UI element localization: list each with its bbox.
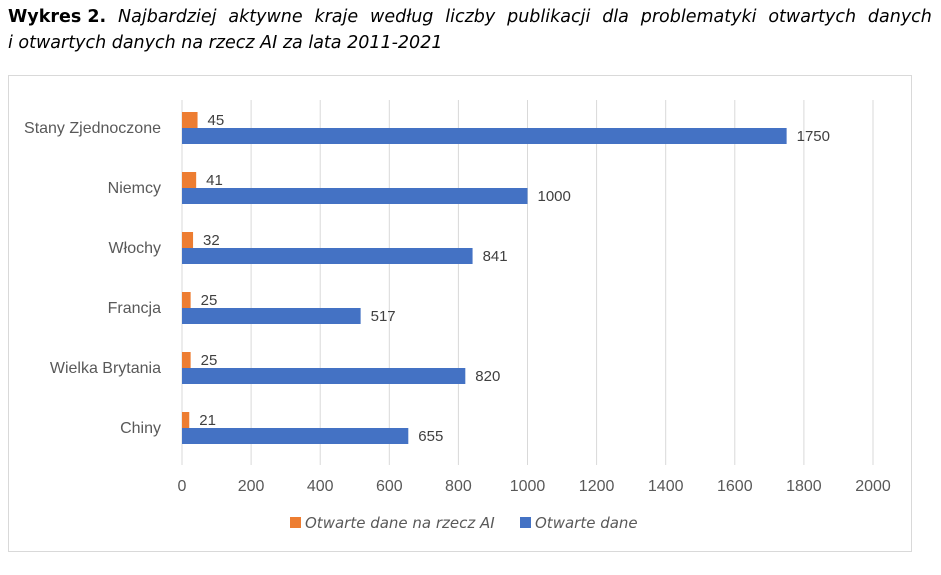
bar-open-data-ai (182, 352, 191, 368)
legend-swatch (290, 517, 301, 528)
category-label: Chiny (120, 420, 161, 437)
caption-word: aktywne (228, 7, 303, 27)
gridlines (181, 100, 874, 465)
x-tick-label: 1400 (648, 478, 684, 495)
x-tick-label: 2000 (855, 478, 891, 495)
data-label: 25 (201, 292, 218, 309)
data-labels: 45 1750 41 1000 32 841 25 517 25 820 21 655 (199, 112, 830, 445)
bar-open-data-ai (182, 112, 198, 128)
bar-open-data (182, 188, 528, 204)
bar-open-data (182, 248, 473, 264)
x-tick-label: 1000 (510, 478, 546, 495)
data-label: 820 (475, 368, 500, 385)
data-label: 45 (208, 112, 225, 129)
data-label: 517 (371, 308, 396, 325)
bar-open-data (182, 308, 361, 324)
bar-open-data (182, 128, 787, 144)
data-label: 32 (203, 232, 220, 249)
category-label: Niemcy (108, 180, 161, 197)
bar-open-data-ai (182, 232, 194, 248)
data-label: 841 (483, 248, 508, 265)
data-label: 1750 (797, 128, 830, 145)
data-label: 25 (201, 352, 218, 369)
legend-swatch (520, 517, 531, 528)
category-labels: Stany Zjednoczone Niemcy Włochy Francja Wiel… (24, 120, 161, 437)
caption-word: według (370, 7, 434, 27)
figure-caption: Wykres 2. Najbardziej aktywne kraje według l… (8, 4, 932, 56)
data-label: 41 (206, 172, 223, 189)
x-tick-label: 1800 (786, 478, 822, 495)
legend-label: Otwarte dane na rzecz AI (305, 514, 495, 532)
caption-word: publikacji (507, 7, 591, 27)
bar-open-data (182, 428, 409, 444)
caption-word: otwartych (768, 7, 857, 27)
bar-open-data-ai (182, 292, 191, 308)
bar-open-data-ai (182, 172, 197, 188)
bar-open-data (182, 368, 466, 384)
data-label: 21 (199, 412, 216, 429)
x-tick-label: 1200 (579, 478, 615, 495)
category-label: Stany Zjednoczone (24, 120, 161, 137)
x-tick-label: 0 (178, 478, 187, 495)
x-tick-label: 1600 (717, 478, 753, 495)
caption-word: liczby (445, 7, 496, 27)
x-tick-label: 200 (238, 478, 265, 495)
caption-line-1: Wykres 2. Najbardziej aktywne kraje według l… (8, 4, 932, 30)
x-tick-label: 800 (445, 478, 472, 495)
caption-word: danych (867, 7, 932, 27)
chart-frame (8, 75, 912, 552)
category-label: Wielka Brytania (50, 360, 161, 377)
bar-open-data-ai (182, 412, 190, 428)
caption-word: problematyki (640, 7, 757, 27)
caption-line-2: i otwartych danych na rzecz AI za lata 2… (8, 33, 443, 53)
x-tick-label: 600 (376, 478, 403, 495)
legend-label: Otwarte dane (535, 514, 638, 532)
caption-word: Najbardziej (118, 7, 217, 27)
caption-word: kraje (314, 7, 359, 27)
data-label: 1000 (538, 188, 571, 205)
data-label: 655 (418, 428, 443, 445)
x-tick-label: 400 (307, 478, 334, 495)
caption-prefix: Wykres 2. (8, 7, 107, 27)
caption-word: dla (602, 7, 629, 27)
x-tick-labels: 0 200 400 600 800 1000 1200 1400 1600 1800 2000 (178, 478, 891, 495)
legend: Otwarte dane na rzecz AI Otwarte dane (290, 514, 638, 532)
category-label: Francja (108, 300, 161, 317)
bars (182, 112, 787, 444)
category-label: Włochy (109, 240, 161, 257)
